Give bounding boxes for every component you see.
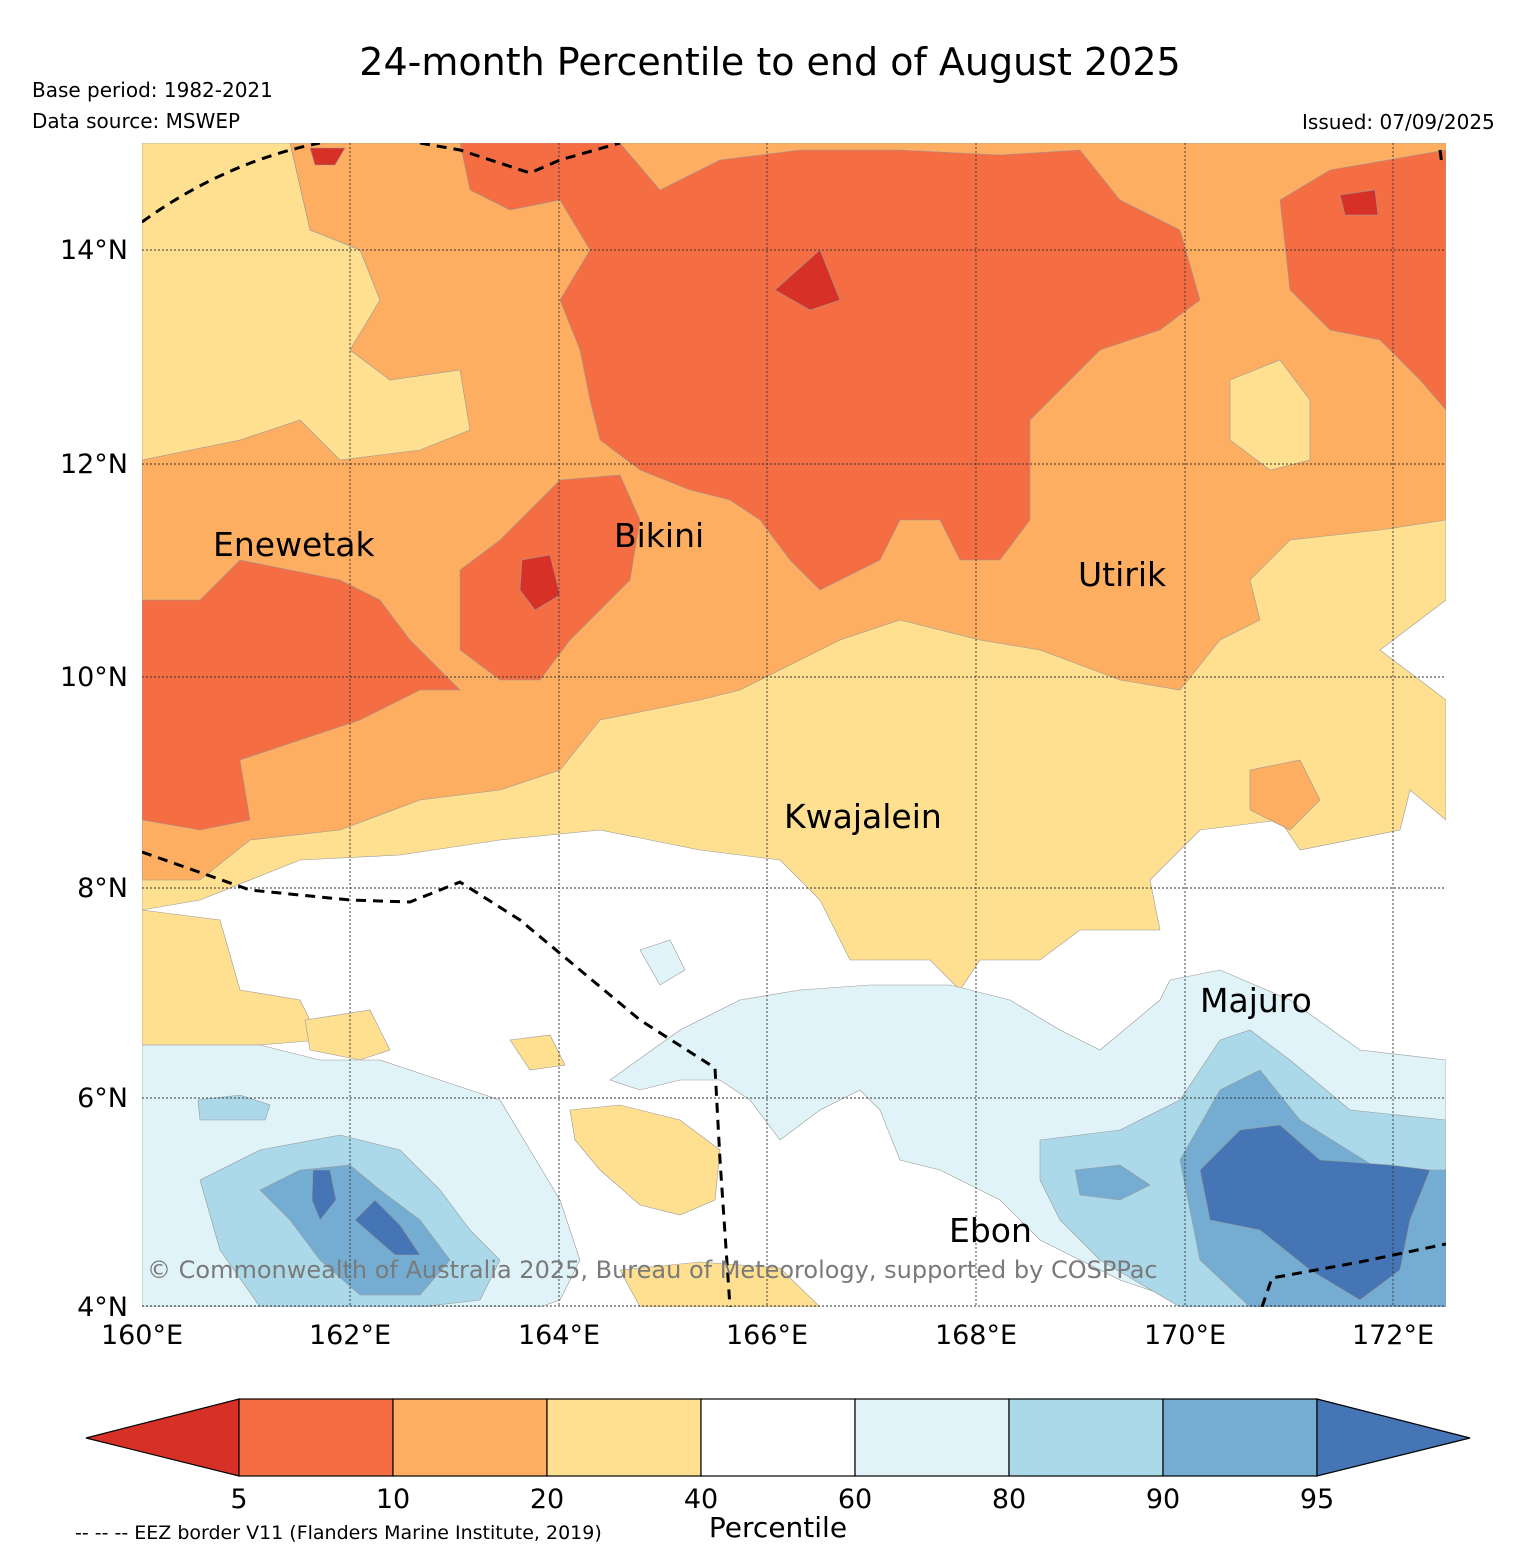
colorbar-title: Percentile (708, 1511, 848, 1544)
band-20-40-south-3 (569, 1104, 721, 1216)
colorbar-above-95 (1316, 1398, 1471, 1477)
lon-label-160e: 160°E (101, 1320, 183, 1351)
eez-footnote: -- -- -- EEZ border V11 (Flanders Marine… (75, 1522, 602, 1544)
lat-label-10n: 10°N (60, 662, 128, 693)
band-90-95-west (259, 1164, 451, 1296)
colorbar-5-10 (238, 1398, 394, 1477)
lon-label-162e: 162°E (309, 1320, 391, 1351)
lon-label-166e: 166°E (726, 1320, 808, 1351)
place-majuro: Majuro (1200, 981, 1312, 1020)
band-20-40-east-patch (1229, 359, 1311, 471)
lat-label-4n: 4°N (77, 1292, 128, 1323)
band-20-40-south-5 (619, 1261, 821, 1307)
colorbar-label-40: 40 (684, 1484, 718, 1515)
band-below-5-2 (519, 554, 561, 611)
lat-label-8n: 8°N (77, 873, 128, 904)
band-20-40-south-4 (509, 1034, 566, 1071)
band-90-95-east-2 (1074, 1164, 1151, 1201)
band-5-10-west (142, 559, 461, 831)
band-20-40-south-2 (304, 1009, 391, 1061)
base-period: Base period: 1982-2021 (32, 78, 273, 102)
place-enewetak: Enewetak (213, 525, 376, 564)
place-ebon: Ebon (949, 1211, 1032, 1250)
colorbar-label-95: 95 (1300, 1484, 1334, 1515)
lon-label-170e: 170°E (1144, 1320, 1226, 1351)
eez-border (142, 143, 1446, 1307)
gridlines (142, 143, 1446, 1307)
band-20-40-northwest (142, 143, 471, 461)
lat-label-12n: 12°N (60, 449, 128, 480)
place-kwajalein: Kwajalein (784, 797, 942, 836)
colorbar-label-90: 90 (1146, 1484, 1180, 1515)
lon-label-168e: 168°E (935, 1320, 1017, 1351)
band-80-90-west-2 (197, 1094, 271, 1121)
band-above-95-west-2 (311, 1169, 337, 1221)
lon-label-164e: 164°E (518, 1320, 600, 1351)
band-60-80-patch (639, 939, 686, 986)
colorbar-label-80: 80 (992, 1484, 1026, 1515)
band-below-5-3 (1339, 189, 1379, 216)
band-5-10-northeast (1279, 149, 1446, 411)
percentile-field (142, 143, 1446, 1307)
lat-label-6n: 6°N (77, 1083, 128, 1114)
colorbar-60-80 (854, 1398, 1010, 1477)
colorbar-40-60 (700, 1398, 856, 1477)
colorbar-80-90 (1008, 1398, 1164, 1477)
colorbar-label-5: 5 (230, 1484, 247, 1515)
colorbar-20-40 (546, 1398, 702, 1477)
colorbar-10-20 (392, 1398, 548, 1477)
issued-date: Issued: 07/09/2025 (1302, 110, 1495, 134)
colorbar-90-95 (1162, 1398, 1318, 1477)
place-bikini: Bikini (614, 516, 704, 555)
band-below-5-4 (309, 147, 346, 166)
map-title: 24-month Percentile to end of August 202… (359, 40, 1181, 84)
colorbar-label-60: 60 (838, 1484, 872, 1515)
lon-label-172e: 172°E (1352, 1320, 1434, 1351)
lat-label-14n: 14°N (60, 235, 128, 266)
colorbar-below-5 (85, 1398, 240, 1477)
data-source: Data source: MSWEP (32, 109, 241, 133)
band-above-95-west (354, 1199, 421, 1256)
colorbar-label-10: 10 (376, 1484, 410, 1515)
band-10-20-east (1249, 759, 1321, 831)
colorbar (85, 1398, 1471, 1477)
place-utirik: Utirik (1078, 555, 1167, 594)
copyright-notice: © Commonwealth of Australia 2025, Bureau… (147, 1256, 1158, 1284)
band-above-95-east (1199, 1124, 1431, 1301)
band-below-5-1 (774, 249, 841, 311)
colorbar-label-20: 20 (530, 1484, 564, 1515)
band-5-10-north (459, 143, 1201, 591)
